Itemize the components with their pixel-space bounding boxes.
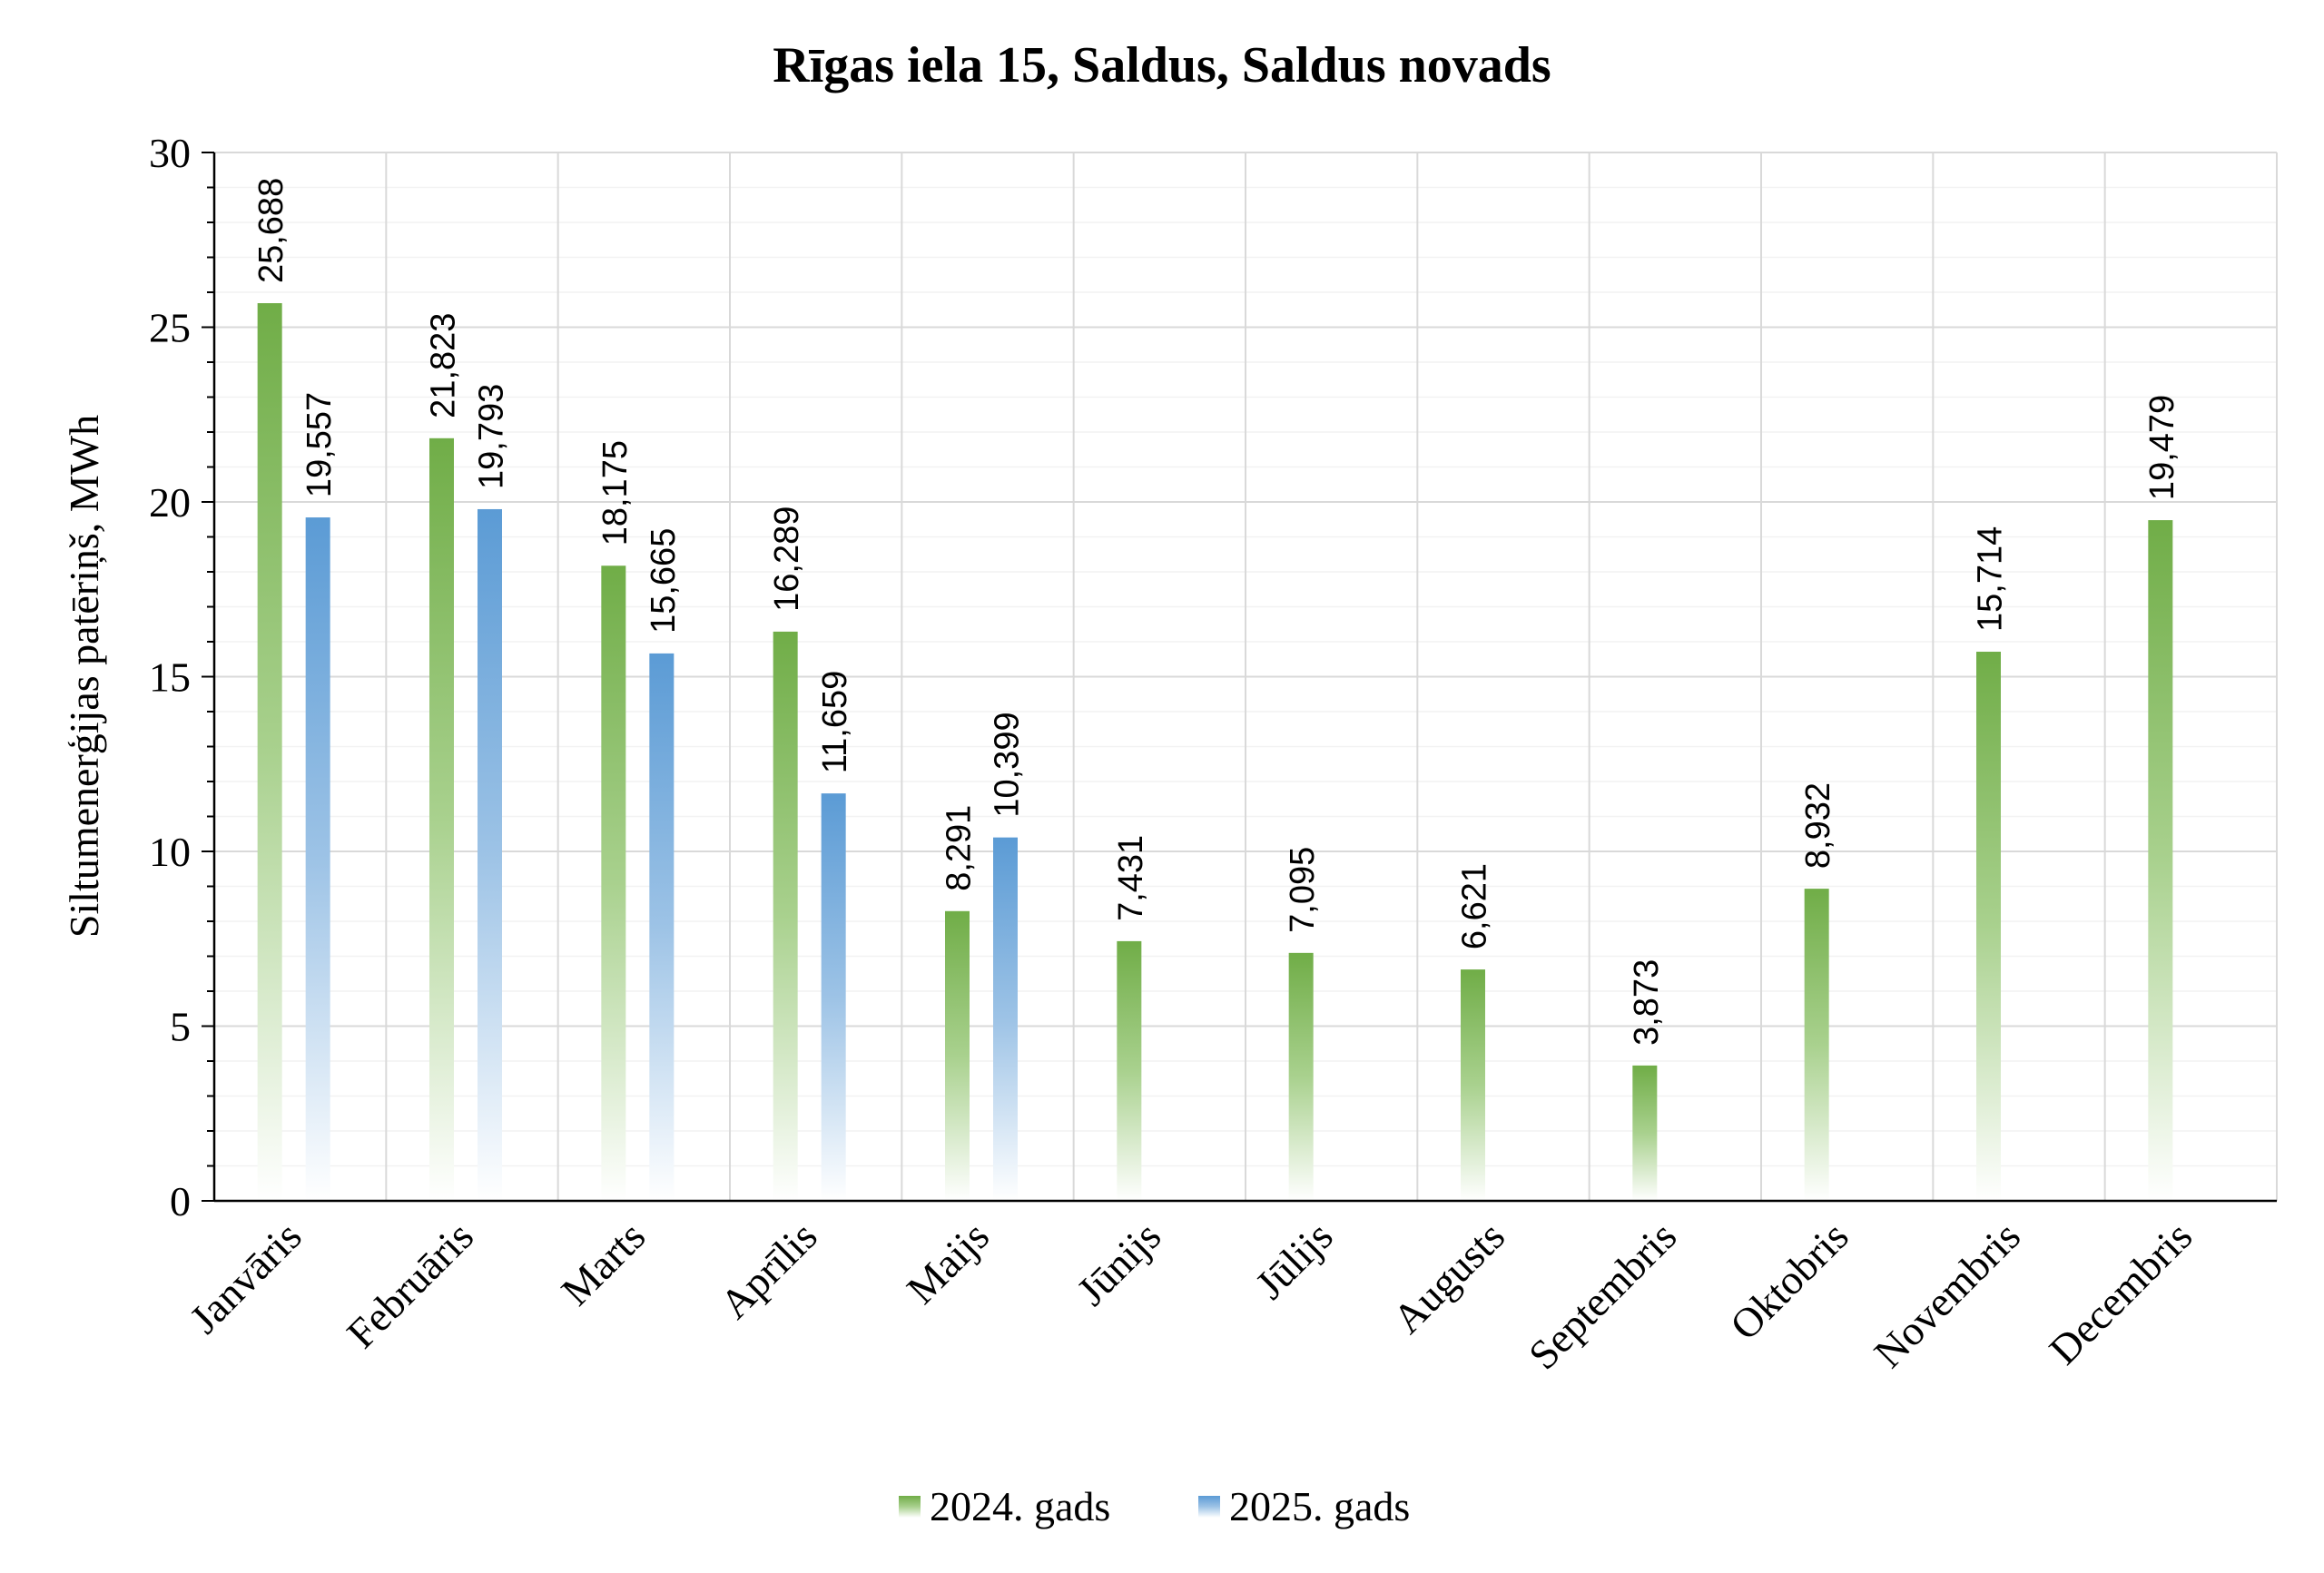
data-label: 18,175 (596, 440, 635, 546)
y-axis-label: Siltumenerģijas patēriņš, MWh (61, 415, 107, 938)
data-label: 8,291 (940, 805, 979, 891)
legend-label: 2025. gads (1229, 1483, 1410, 1529)
bar-2024 (1632, 1065, 1658, 1201)
data-label: 19,479 (2143, 395, 2181, 500)
x-tick-label: Maijs (898, 1213, 998, 1312)
x-tick-label: Februāris (338, 1213, 482, 1357)
data-label: 19,793 (473, 384, 511, 489)
data-label: 15,714 (1972, 526, 2010, 632)
y-tick-label: 20 (149, 479, 191, 526)
data-label: 25,688 (252, 178, 290, 283)
data-label: 19,557 (300, 392, 339, 497)
data-label: 6,621 (1456, 863, 1494, 949)
bar-2024 (257, 303, 282, 1202)
bar-2025 (305, 517, 330, 1201)
data-label: 10,399 (989, 712, 1027, 817)
data-label: 3,873 (1628, 959, 1666, 1046)
x-tick-label: Marts (552, 1213, 654, 1314)
x-tick-label: Septembris (1520, 1213, 1685, 1378)
x-tick-label: Jūnijs (1068, 1213, 1169, 1314)
bar-2024 (601, 565, 626, 1201)
legend-swatch-2024 (899, 1496, 921, 1518)
bar-2024 (1461, 969, 1485, 1201)
bar-2024 (2148, 520, 2173, 1201)
data-label: 16,289 (768, 506, 806, 612)
y-tick-label: 10 (149, 829, 191, 875)
legend-swatch-2025 (1198, 1496, 1220, 1518)
bar-2024 (1288, 952, 1314, 1201)
y-tick-label: 25 (149, 305, 191, 351)
x-tick-label: Jūlijs (1246, 1213, 1342, 1308)
x-tick-label: Augusts (1384, 1213, 1513, 1342)
plot-area: 0 5 10 15 20 25 30 25,688 21,823 18,175 16,289 8,29… (149, 130, 2278, 1378)
y-tick-label: 0 (170, 1178, 191, 1224)
data-label: 15,665 (645, 528, 683, 634)
bar-2025 (649, 653, 675, 1201)
x-tick-label: Janvāris (181, 1213, 310, 1342)
x-tick-label: Oktobris (1721, 1213, 1857, 1349)
bar-2024 (1117, 940, 1142, 1201)
bar-2025 (993, 837, 1018, 1201)
legend-label: 2024. gads (930, 1483, 1110, 1529)
bar-2025 (478, 508, 502, 1201)
bar-2025 (821, 793, 846, 1201)
data-label: 21,823 (425, 313, 463, 418)
y-tick-label: 15 (149, 654, 191, 701)
bar-2024 (429, 437, 454, 1201)
x-tick-label: Aprīlis (711, 1213, 825, 1327)
data-label: 8,932 (1799, 782, 1837, 869)
bar-2024 (1804, 889, 1829, 1201)
data-label: 7,095 (1284, 847, 1322, 933)
bar-2024 (773, 631, 798, 1201)
x-tick-label: Decembris (2040, 1213, 2201, 1373)
bar-2024 (945, 910, 970, 1201)
data-label: 7,431 (1112, 835, 1150, 921)
legend: 2024. gads 2025. gads (899, 1483, 1410, 1529)
x-tick-label: Novembris (1865, 1213, 2029, 1377)
data-label: 11,659 (816, 671, 854, 773)
chart-title: Rīgas iela 15, Saldus, Saldus novads (773, 37, 1551, 93)
bar-2024 (1976, 652, 2001, 1201)
y-tick-label: 30 (149, 130, 191, 176)
y-tick-label: 5 (170, 1004, 191, 1050)
